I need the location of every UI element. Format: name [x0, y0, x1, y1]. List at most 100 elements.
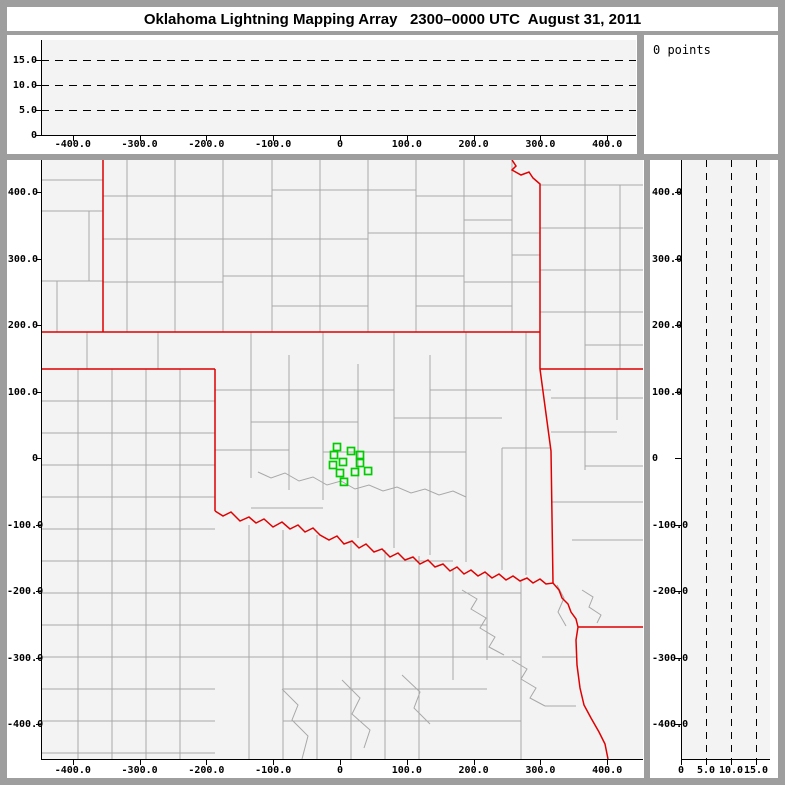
- lma-station-square: [338, 457, 348, 467]
- lma-station-square: [332, 442, 342, 452]
- tick-label: 100.0: [391, 765, 422, 776]
- tick-label: 100.0: [391, 139, 422, 150]
- tick-label: 0: [652, 453, 659, 464]
- tick-label: -300.0: [7, 652, 44, 664]
- tick-label: 10.0: [718, 765, 744, 776]
- points-count-box: 0 points: [644, 35, 778, 154]
- lma-station-markers: [328, 442, 373, 487]
- tick-label: 100.0: [652, 386, 683, 398]
- tick-mark: [36, 657, 42, 659]
- tick-label: 10.0: [12, 80, 37, 91]
- tick-mark: [340, 135, 341, 141]
- tick-label: 300.0: [7, 253, 38, 265]
- tick-mark: [540, 759, 542, 765]
- tick-label: 200.0: [7, 320, 38, 331]
- lma-station-square: [335, 468, 345, 478]
- tick-mark: [607, 135, 609, 141]
- tick-label: -200.0: [188, 139, 225, 150]
- tick-label: 5.0: [18, 105, 37, 116]
- tick-label: -200.0: [652, 586, 689, 597]
- tick-mark: [139, 135, 141, 141]
- tick-mark: [675, 391, 681, 393]
- tick-mark: [675, 724, 681, 725]
- altitude-ns-plot[interactable]: [650, 160, 778, 778]
- tick-label: 15.0: [12, 55, 37, 66]
- tick-mark: [473, 135, 475, 141]
- tick-mark: [273, 135, 275, 141]
- altitude-ew-panel: -400.0 -300.0 -200.0 -100.0 0 100.0 200.0 300.0…: [7, 35, 637, 154]
- tick-mark: [681, 759, 682, 765]
- tick-label: 0: [336, 139, 344, 150]
- tick-mark: [36, 724, 42, 725]
- tick-mark: [35, 60, 41, 61]
- tick-label: -100.0: [652, 519, 689, 531]
- plan-view-map[interactable]: [7, 160, 644, 778]
- tick-mark: [675, 657, 681, 659]
- tick-mark: [607, 759, 609, 765]
- tick-label: 200.0: [458, 139, 489, 150]
- lma-station-square: [355, 458, 365, 468]
- tick-mark: [35, 85, 41, 86]
- tick-label: 0: [30, 130, 37, 141]
- altitude-ew-plot[interactable]: [7, 35, 637, 154]
- plan-view-map-panel: -400.0 -300.0 -200.0 -100.0 0 100.0 200.0 300.0…: [7, 160, 644, 778]
- tick-label: 15.0: [743, 765, 769, 776]
- lma-station-square: [328, 460, 338, 470]
- tick-mark: [36, 258, 42, 260]
- lma-station-square: [329, 450, 339, 460]
- tick-mark: [756, 759, 757, 765]
- tick-label: 300.0: [525, 765, 556, 776]
- tick-label: -300.0: [121, 765, 158, 776]
- tick-label: -100.0: [255, 765, 292, 776]
- tick-label: -200.0: [7, 586, 44, 597]
- tick-mark: [72, 135, 74, 141]
- altitude-ns-panel: 0 5.0 10.0 15.0 400.0 300.0 200.0 100.0 0 -100.0 -…: [650, 160, 778, 778]
- tick-mark: [675, 325, 681, 326]
- tick-mark: [35, 135, 41, 136]
- tick-label: 400.0: [592, 139, 623, 150]
- tick-label: 400.0: [592, 765, 623, 776]
- tick-mark: [206, 759, 208, 765]
- tick-label: 5.0: [696, 765, 716, 776]
- county-borders: [42, 160, 643, 760]
- tick-mark: [273, 759, 275, 765]
- lma-station-square: [355, 450, 365, 460]
- tick-mark: [72, 759, 74, 765]
- tick-label: 0: [31, 453, 38, 464]
- tick-label: 300.0: [652, 253, 683, 265]
- tick-mark: [36, 192, 42, 193]
- tick-mark: [206, 135, 208, 141]
- tick-mark: [675, 458, 681, 459]
- tick-mark: [731, 759, 732, 765]
- tick-label: -400.0: [54, 139, 91, 150]
- tick-mark: [473, 759, 475, 765]
- lma-station-square: [339, 477, 349, 487]
- tick-label: 400.0: [7, 187, 38, 198]
- tick-label: -300.0: [652, 652, 689, 664]
- tick-label: -100.0: [255, 139, 292, 150]
- tick-mark: [406, 759, 408, 765]
- tick-label: 100.0: [7, 386, 38, 398]
- lma-station-square: [350, 467, 360, 477]
- tick-mark: [36, 591, 42, 592]
- tick-label: -100.0: [7, 519, 44, 531]
- tick-mark: [36, 458, 42, 459]
- tick-mark: [675, 192, 681, 193]
- tick-label: 0: [677, 765, 685, 776]
- tick-mark: [36, 524, 42, 526]
- tick-label: 200.0: [458, 765, 489, 776]
- tick-label: 400.0: [652, 187, 683, 198]
- tick-label: 300.0: [525, 139, 556, 150]
- points-count-label: 0 points: [653, 43, 711, 57]
- tick-label: -400.0: [7, 719, 44, 730]
- tick-mark: [675, 258, 681, 260]
- title-bar: Oklahoma Lightning Mapping Array 2300–00…: [7, 7, 778, 31]
- tick-label: 200.0: [652, 320, 683, 331]
- tick-label: -200.0: [188, 765, 225, 776]
- tick-mark: [340, 759, 341, 765]
- tick-mark: [675, 524, 681, 526]
- tick-mark: [406, 135, 408, 141]
- lma-station-square: [346, 446, 356, 456]
- lma-station-square: [363, 466, 373, 476]
